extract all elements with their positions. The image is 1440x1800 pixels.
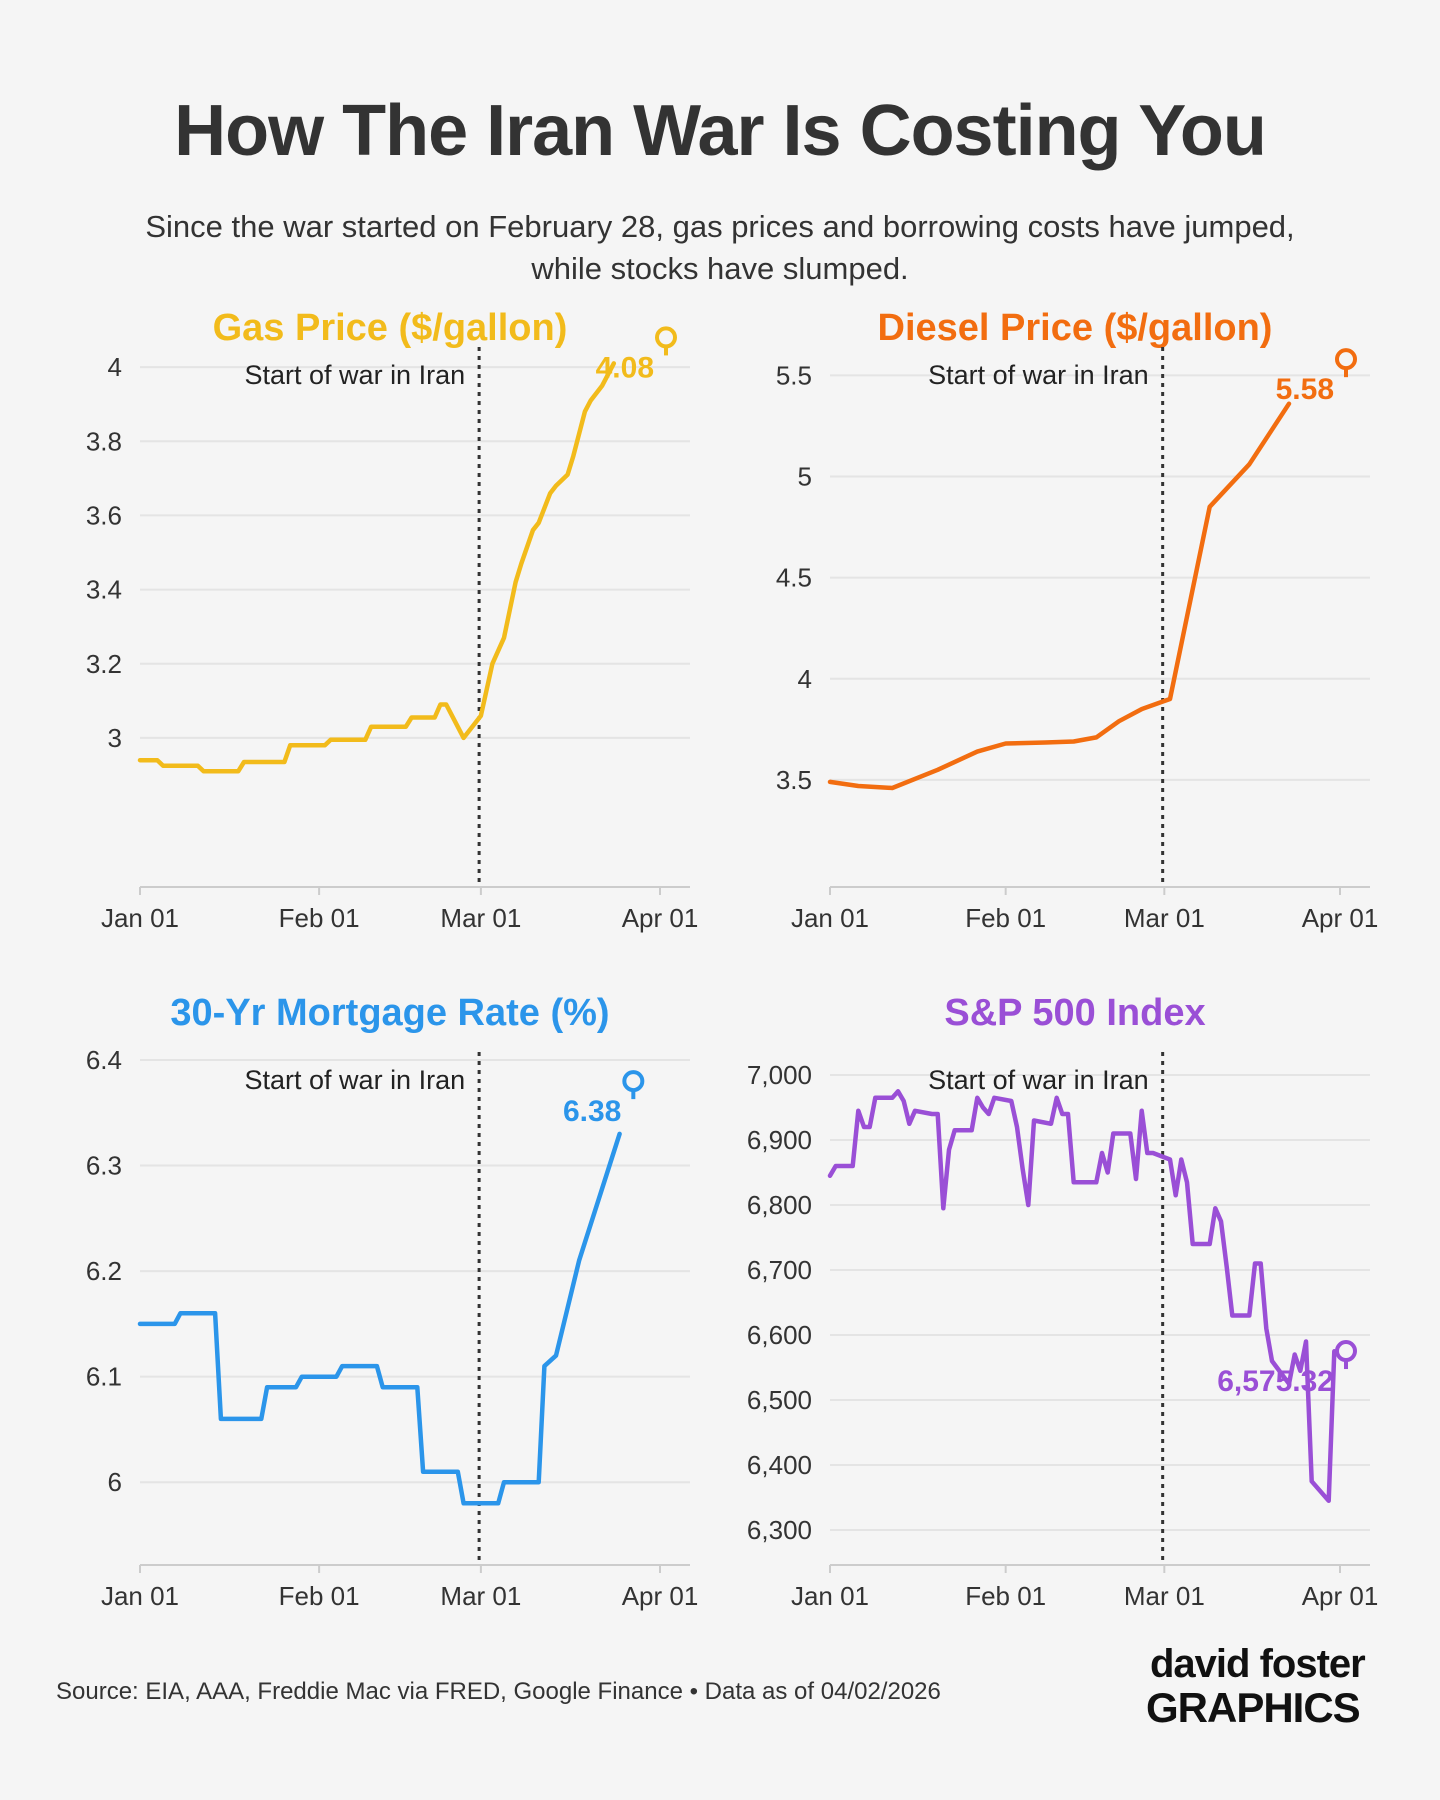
sp500-y-tick-label: 6,600 xyxy=(747,1320,812,1350)
gas-x-tick-label: Feb 01 xyxy=(279,903,360,933)
sp500-x-tick-label: Apr 01 xyxy=(1302,1581,1379,1611)
diesel-chart-title: Diesel Price ($/gallon) xyxy=(878,307,1273,349)
source-note: Source: EIA, AAA, Freddie Mac via FRED, … xyxy=(56,1678,941,1705)
diesel-x-tick-label: Apr 01 xyxy=(1302,903,1379,933)
mortgage-last-value-label: 6.38 xyxy=(563,1095,621,1128)
gas-y-tick-label: 3.6 xyxy=(86,500,122,530)
subtitle-line-1: Since the war started on February 28, ga… xyxy=(145,209,1295,244)
gas-chart-title: Gas Price ($/gallon) xyxy=(213,307,568,349)
diesel-war-start-label: Start of war in Iran xyxy=(928,360,1149,390)
sp500-x-tick-label: Feb 01 xyxy=(965,1581,1046,1611)
mortgage-rate-chart: 30-Yr Mortgage Rate (%) 6 6.1 6.2 6.3 6.4 Jan … xyxy=(86,992,699,1611)
sp500-end-marker xyxy=(1335,1340,1357,1363)
logo-text-line-1: david foster xyxy=(1150,1642,1366,1686)
sp500-x-tick-label: Jan 01 xyxy=(791,1581,869,1611)
diesel-y-tick-label: 4 xyxy=(798,664,812,694)
sp500-y-tick-label: 6,300 xyxy=(747,1515,812,1545)
sp500-chart: S&P 500 Index 6,300 6,400 6,500 6,600 6,700 6,… xyxy=(747,992,1379,1611)
mortgage-x-tick-label: Feb 01 xyxy=(279,1581,360,1611)
sp500-y-tick-label: 6,700 xyxy=(747,1255,812,1285)
sp500-war-start-label: Start of war in Iran xyxy=(928,1065,1149,1095)
mortgage-series-line xyxy=(137,1131,622,1506)
page-title: How The Iran War Is Costing You xyxy=(174,91,1267,171)
mortgage-x-tick-label: Mar 01 xyxy=(440,1581,521,1611)
gas-y-tick-label: 3.8 xyxy=(86,426,122,456)
diesel-price-chart: Diesel Price ($/gallon) 3.5 4 4.5 5 5.5 Jan 01… xyxy=(776,307,1379,933)
diesel-x-tick-label: Feb 01 xyxy=(965,903,1046,933)
gas-x-tick-label: Mar 01 xyxy=(440,903,521,933)
sp500-y-tick-label: 6,400 xyxy=(747,1450,812,1480)
diesel-series-line xyxy=(827,401,1292,791)
sp500-y-tick-label: 6,900 xyxy=(747,1125,812,1155)
sp500-last-value-label: 6,575.32 xyxy=(1217,1365,1334,1398)
gas-y-tick-label: 3.2 xyxy=(86,649,122,679)
diesel-last-value-label: 5.58 xyxy=(1276,373,1334,406)
mortgage-y-tick-label: 6 xyxy=(108,1467,122,1497)
diesel-end-marker xyxy=(1335,348,1357,371)
mortgage-end-marker xyxy=(622,1070,645,1093)
sp500-x-tick-label: Mar 01 xyxy=(1124,1581,1205,1611)
gas-y-tick-label: 3 xyxy=(108,723,122,753)
gas-y-tick-label: 3.4 xyxy=(86,575,122,605)
gas-price-chart: Gas Price ($/gallon) 3 3.2 3.4 3.6 3.8 4 Jan 01… xyxy=(86,307,699,933)
sp500-chart-title: S&P 500 Index xyxy=(944,992,1205,1034)
mortgage-x-tick-label: Jan 01 xyxy=(101,1581,179,1611)
diesel-y-tick-label: 5 xyxy=(798,461,812,491)
diesel-y-tick-label: 3.5 xyxy=(776,765,812,795)
mortgage-x-tick-label: Apr 01 xyxy=(622,1581,699,1611)
mortgage-y-tick-label: 6.3 xyxy=(86,1151,122,1181)
sp500-y-tick-label: 7,000 xyxy=(747,1060,812,1090)
diesel-x-tick-label: Mar 01 xyxy=(1124,903,1205,933)
mortgage-y-tick-label: 6.1 xyxy=(86,1362,122,1392)
gas-y-tick-label: 4 xyxy=(108,352,122,382)
gas-war-start-label: Start of war in Iran xyxy=(245,360,466,390)
sp500-series-line xyxy=(827,1089,1337,1504)
gas-x-tick-label: Apr 01 xyxy=(622,903,699,933)
page-subtitle: Since the war started on February 28, ga… xyxy=(90,206,1350,290)
sp500-y-tick-label: 6,500 xyxy=(747,1385,812,1415)
gas-series-line xyxy=(137,361,617,774)
gas-end-marker xyxy=(655,326,677,349)
logo-text-line-2: GRAPHICS xyxy=(1146,1684,1361,1731)
mortgage-war-start-label: Start of war in Iran xyxy=(245,1065,466,1095)
subtitle-line-2: while stocks have slumped. xyxy=(531,251,909,286)
gas-x-tick-label: Jan 01 xyxy=(101,903,179,933)
mortgage-y-tick-label: 6.4 xyxy=(86,1045,122,1075)
mortgage-y-tick-label: 6.2 xyxy=(86,1256,122,1286)
sp500-y-tick-label: 6,800 xyxy=(747,1190,812,1220)
diesel-y-tick-label: 5.5 xyxy=(776,360,812,390)
diesel-x-tick-label: Jan 01 xyxy=(791,903,869,933)
mortgage-chart-title: 30-Yr Mortgage Rate (%) xyxy=(170,992,609,1034)
diesel-y-tick-label: 4.5 xyxy=(776,563,812,593)
gas-last-value-label: 4.08 xyxy=(596,351,654,384)
brand-logo: david foster GRAPHICS xyxy=(1146,1642,1386,1738)
